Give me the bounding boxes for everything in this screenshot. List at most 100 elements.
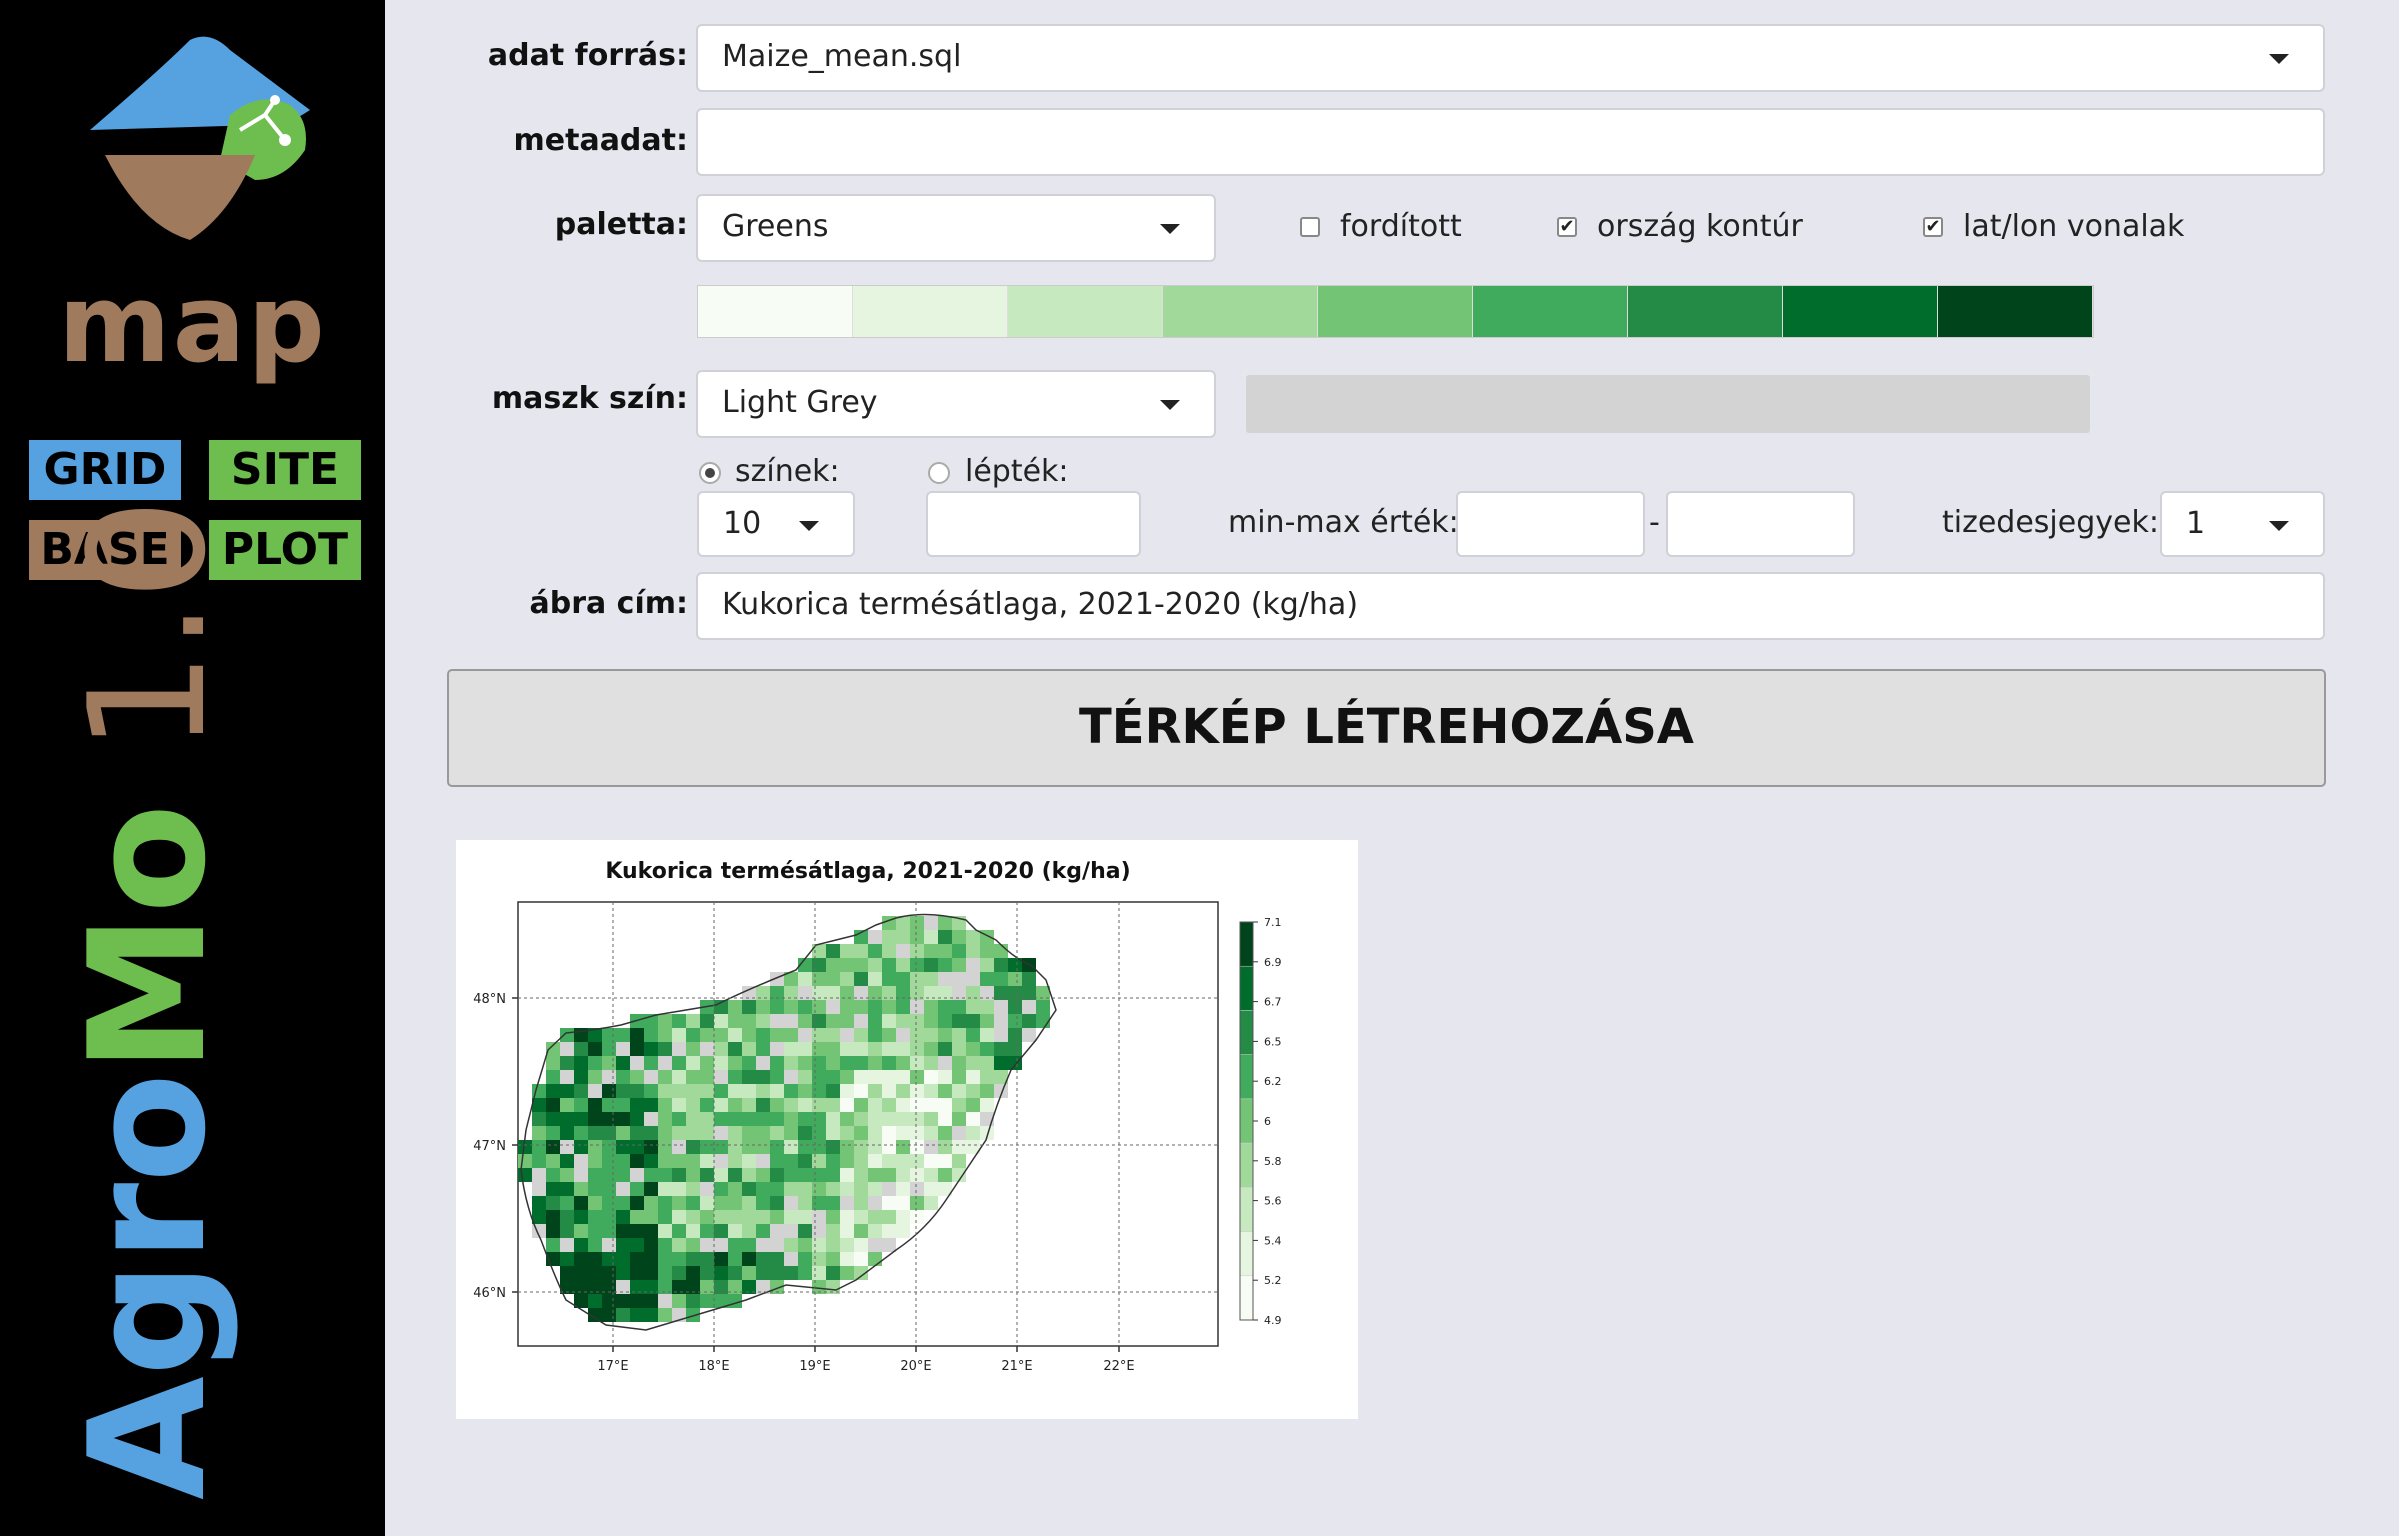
map-cell [1022, 1014, 1036, 1028]
map-cell [812, 1252, 826, 1266]
map-cell [784, 1042, 798, 1056]
map-cell [868, 1084, 882, 1098]
palette-select[interactable]: Greens [696, 194, 1216, 262]
map-cell [798, 986, 812, 1000]
source-select[interactable]: Maize_mean.sql [696, 24, 2325, 92]
map-cell [756, 1000, 770, 1014]
map-cell [812, 1266, 826, 1280]
nav-plot-button[interactable]: PLOT [209, 520, 361, 580]
map-cell [616, 1042, 630, 1056]
map-cell [980, 986, 994, 1000]
latlon-lines-checkbox[interactable]: ✔ [1923, 217, 1943, 237]
plot-title-label: ábra cím: [529, 586, 688, 621]
map-cell [812, 1224, 826, 1238]
map-cell [868, 1196, 882, 1210]
map-cell [574, 1112, 588, 1126]
map-cell [966, 1098, 980, 1112]
map-cell [1022, 972, 1036, 986]
nav-site-button[interactable]: SITE [209, 440, 361, 500]
map-cell [532, 1168, 546, 1182]
metadata-input[interactable] [696, 108, 2325, 176]
map-cell [630, 1196, 644, 1210]
map-cell [924, 1126, 938, 1140]
map-cell [756, 1182, 770, 1196]
map-cell [1022, 1000, 1036, 1014]
plot-title-input[interactable]: Kukorica termésátlaga, 2021-2020 (kg/ha) [696, 572, 2325, 640]
map-cell [952, 930, 966, 944]
map-cell [532, 1140, 546, 1154]
legend-label: 5.6 [1264, 1195, 1282, 1208]
mask-color-select[interactable]: Light Grey [696, 370, 1216, 438]
nav-base-button[interactable]: BASE [29, 520, 181, 580]
map-cell [938, 1154, 952, 1168]
map-cell [532, 1112, 546, 1126]
map-cell [560, 1056, 574, 1070]
map-cell [882, 944, 896, 958]
map-cell [616, 1182, 630, 1196]
map-cell [938, 1112, 952, 1126]
map-cell [532, 1126, 546, 1140]
scale-input[interactable] [926, 491, 1141, 557]
country-outline-checkbox[interactable]: ✔ [1557, 217, 1577, 237]
map-cell [770, 1238, 784, 1252]
colors-count-select[interactable]: 10 [697, 491, 855, 557]
map-cell [868, 1238, 882, 1252]
map-cell [658, 1070, 672, 1084]
map-cell [784, 1154, 798, 1168]
map-cell [798, 1182, 812, 1196]
map-cell [700, 1182, 714, 1196]
scale-radio[interactable] [928, 462, 950, 484]
map-cell [994, 1028, 1008, 1042]
map-cell [812, 1182, 826, 1196]
map-cell [756, 1168, 770, 1182]
map-cell [742, 1126, 756, 1140]
map-cell [854, 1042, 868, 1056]
nav-grid-button[interactable]: GRID [29, 440, 181, 500]
map-cell [742, 1140, 756, 1154]
map-cell [728, 1182, 742, 1196]
lat-label: 48°N [473, 992, 506, 1007]
map-cell [812, 1112, 826, 1126]
latlon-lines-label: lat/lon vonalak [1963, 209, 2185, 244]
map-cell [840, 1112, 854, 1126]
map-cell [980, 1070, 994, 1084]
map-cell [952, 1028, 966, 1042]
metadata-label: metaadat: [513, 123, 689, 158]
map-cell [812, 1084, 826, 1098]
map-cell [686, 1308, 700, 1322]
map-cell [686, 1196, 700, 1210]
map-cell [644, 1294, 658, 1308]
map-cell [882, 1112, 896, 1126]
legend-label: 5.4 [1264, 1234, 1282, 1247]
map-cell [910, 1140, 924, 1154]
reversed-checkbox[interactable] [1300, 217, 1320, 237]
minmax-label: min-max érték: [1228, 505, 1459, 540]
min-value-input[interactable] [1456, 491, 1645, 557]
palette-swatch [698, 286, 853, 337]
decimals-select[interactable]: 1 [2160, 491, 2325, 557]
map-cell [644, 1154, 658, 1168]
max-value-input[interactable] [1666, 491, 1855, 557]
map-cell [868, 944, 882, 958]
map-cell [756, 1140, 770, 1154]
map-cell [658, 1168, 672, 1182]
map-cell [560, 1238, 574, 1252]
map-cell [574, 1098, 588, 1112]
map-cell [770, 986, 784, 1000]
colors-radio[interactable] [699, 462, 721, 484]
map-cell [868, 1056, 882, 1070]
map-cell [854, 1140, 868, 1154]
map-cell [910, 1056, 924, 1070]
map-cell [966, 1140, 980, 1154]
map-cell [882, 1014, 896, 1028]
map-cell [672, 1042, 686, 1056]
create-map-button[interactable]: TÉRKÉP LÉTREHOZÁSA [447, 669, 2326, 787]
colors-count-value: 10 [723, 506, 762, 541]
lon-label: 22°E [1103, 1359, 1134, 1374]
map-cell [896, 1196, 910, 1210]
map-cell [546, 1098, 560, 1112]
map-cell [910, 1014, 924, 1028]
map-cell [588, 1084, 602, 1098]
map-cell [812, 1056, 826, 1070]
map-cell [574, 1140, 588, 1154]
